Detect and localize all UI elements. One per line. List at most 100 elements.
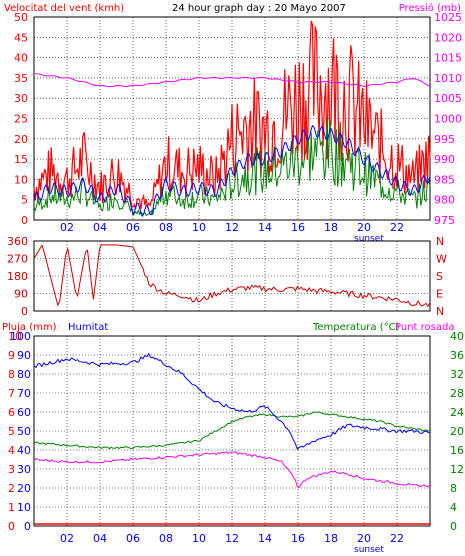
humidity-y-tick: 60: [17, 406, 31, 419]
x-tick-label: 18: [324, 532, 338, 545]
x-tick-label: 06: [126, 221, 140, 234]
compass-label: E: [436, 288, 443, 301]
rain-y-tick: 2: [8, 482, 15, 495]
pressure-y-tick-labels: 975 980 985 990 995 1000 1005 1010 1015 1020 1025: [434, 11, 462, 227]
humidity-axis-title: Humitat: [68, 322, 108, 333]
x-tick-label: 22: [390, 221, 404, 234]
temperature-y-tick: 16: [450, 444, 464, 457]
rain-y-tick: 5: [8, 425, 15, 438]
compass-label: N: [436, 305, 444, 318]
x-tick-label: 12: [225, 221, 239, 234]
x-tick-label: 02: [60, 532, 74, 545]
humidity-y-tick: 10: [17, 501, 31, 514]
temperature-y-tick: 24: [450, 406, 464, 419]
temperature-y-tick: 40: [450, 330, 464, 343]
wind-gust-series: [33, 20, 431, 210]
rain-y-tick: 7: [8, 387, 15, 400]
humidity-line: [33, 352, 431, 450]
direction-y-tick: 90: [14, 288, 28, 301]
wind-y-tick-labels: 0 5 10 15 20 25 30 35 40 45 50: [14, 11, 28, 227]
humidity-y-tick: 20: [17, 482, 31, 495]
x-tick-label: 08: [159, 221, 173, 234]
x-tick-label: 04: [93, 221, 107, 234]
humidity-y-tick: 40: [17, 444, 31, 457]
rain-y-tick: 9: [8, 349, 15, 362]
wind-y-tick: 30: [14, 92, 28, 105]
rain-y-tick: 8: [8, 368, 15, 381]
humidity-temperature-chart: Pluja (mm) Humitat Temperatura (°C) Punt…: [2, 322, 464, 555]
rain-y-tick-labels: 0 1 2 3 4 5 6 7 8 9 10: [8, 330, 22, 533]
humidity-y-tick: 100: [10, 330, 31, 343]
rain-y-tick: 10: [8, 330, 22, 343]
humidity-y-tick: 90: [17, 349, 31, 362]
x-tick-label: 08: [159, 532, 173, 545]
pressure-y-tick: 1010: [434, 72, 462, 85]
pressure-y-tick: 1015: [434, 52, 462, 65]
wind-y-tick: 15: [14, 153, 28, 166]
wind-gust-line: [33, 20, 431, 210]
x-tick-label: 12: [225, 532, 239, 545]
pressure-y-tick: 980: [434, 194, 455, 207]
direction-y-tick: 0: [21, 305, 28, 318]
rain-axis-title: Pluja (mm): [2, 322, 57, 333]
temperature-line: [33, 411, 431, 450]
chart-title: 24 hour graph day : 20 Mayo 2007: [172, 3, 346, 14]
wind-y-tick: 50: [14, 11, 28, 24]
wind-y-tick: 10: [14, 173, 28, 186]
humidity-y-tick: 50: [17, 425, 31, 438]
pressure-y-tick: 1005: [434, 92, 462, 105]
temperature-y-tick: 8: [450, 482, 457, 495]
humidity-y-tick: 70: [17, 387, 31, 400]
humidity-y-tick: 80: [17, 368, 31, 381]
pressure-y-tick: 1025: [434, 11, 462, 24]
wind-direction-line: [33, 244, 431, 308]
rain-y-tick: 4: [8, 444, 15, 457]
wind-pressure-chart: Velocitat del vent (kmh) 24 hour graph d…: [4, 2, 462, 244]
temperature-y-tick-labels: 0 4 8 12 16 20 24 28 32 36 40: [450, 330, 464, 533]
sunset-label: sunset: [354, 234, 384, 244]
x-tick-label: 04: [93, 532, 107, 545]
humidity-x-tick-labels: 02 04 06 08 10 12 14 16 18 20 22: [60, 532, 404, 545]
pressure-y-tick: 1020: [434, 31, 462, 44]
humidity-y-tick: 0: [24, 520, 31, 533]
humidity-y-tick: 30: [17, 463, 31, 476]
x-tick-label: 06: [126, 532, 140, 545]
dewpoint-axis-title: Punt rosada: [395, 322, 454, 333]
x-tick-label: 10: [192, 221, 206, 234]
rain-y-tick: 6: [8, 406, 15, 419]
rain-y-tick: 0: [8, 520, 15, 533]
x-tick-label: 14: [258, 532, 272, 545]
x-tick-label: 20: [357, 221, 371, 234]
direction-y-tick-labels: 0 90 180 270 360: [7, 235, 28, 318]
wind-axis-title: Velocitat del vent (kmh): [4, 3, 124, 14]
wind-y-tick: 0: [21, 214, 28, 227]
x-tick-label: 16: [291, 532, 305, 545]
wind-blue-line: [33, 124, 431, 218]
temperature-y-tick: 32: [450, 368, 464, 381]
direction-y-tick: 360: [7, 235, 28, 248]
temperature-y-tick: 4: [450, 501, 457, 514]
x-tick-label: 22: [390, 532, 404, 545]
compass-label: N: [436, 235, 444, 248]
temperature-y-tick: 0: [450, 520, 457, 533]
temperature-y-tick: 12: [450, 463, 464, 476]
direction-grid: [34, 241, 430, 311]
wind-y-tick: 5: [21, 194, 28, 207]
direction-y-tick: 180: [7, 270, 28, 283]
rain-y-tick: 3: [8, 463, 15, 476]
wind-average-line: [33, 117, 431, 217]
wind-y-tick: 40: [14, 52, 28, 65]
humidity-grid: [34, 336, 430, 526]
pressure-y-tick: 1000: [434, 113, 462, 126]
wind-y-tick: 45: [14, 31, 28, 44]
compass-label: W: [436, 253, 447, 266]
x-tick-label: 14: [258, 221, 272, 234]
x-tick-label: 02: [60, 221, 74, 234]
direction-y-tick: 270: [7, 253, 28, 266]
x-tick-label: 18: [324, 221, 338, 234]
rain-y-tick: 1: [8, 501, 15, 514]
